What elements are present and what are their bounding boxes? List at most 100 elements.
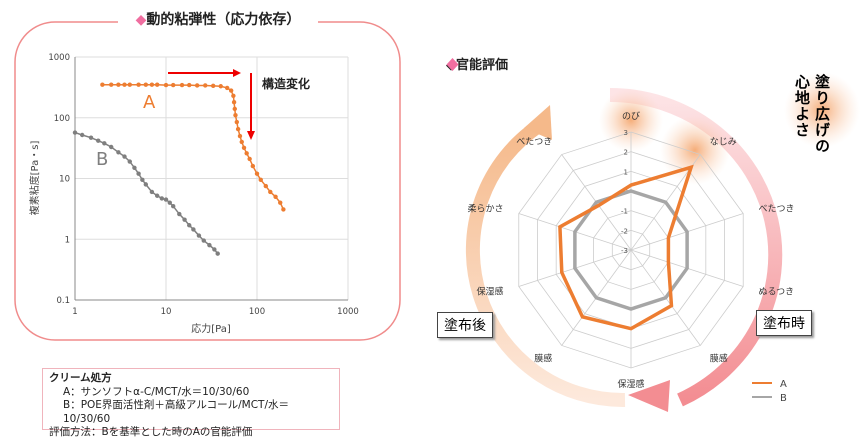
data-point-A [231,93,236,98]
data-point-B [140,177,145,183]
y-tick-label: 100 [54,114,70,124]
note-line-b: B：POE界面活性剤＋高級アルコール/MCT/水＝10/30/60 [63,399,289,425]
series-label-A: A [143,92,156,113]
radar-tick-label: 2 [624,149,628,157]
radar-category-label: ぬるつき [758,286,794,297]
data-point-B [96,138,101,143]
y-tick-label: 1000 [48,53,70,63]
legend-label-A: A [780,379,787,390]
data-point-B [102,141,107,146]
series-label-B: B [96,149,108,170]
data-point-A [109,82,114,87]
radar-category-label: 膜感 [534,352,552,364]
after-arrowhead [524,105,552,140]
data-point-B [187,223,192,228]
after-arc [465,119,626,408]
highlight-glow [660,115,730,185]
chart-title: ◆動的粘弾性（応力依存） [136,11,301,28]
data-point-A [237,133,243,139]
data-point-B [177,211,182,217]
data-point-B [122,154,127,159]
data-point-B [109,144,114,150]
data-point-B [212,247,217,252]
data-point-A [234,119,240,125]
data-point-A [224,85,230,91]
radar-category-label: 保湿感 [477,285,504,297]
highlight-glow [599,88,663,152]
data-point-B [196,233,202,238]
radar-tick-label: -3 [621,247,628,255]
data-point-A [254,171,260,176]
arrowhead-right [233,69,241,77]
data-point-B [80,132,85,138]
y-tick-label: 10 [59,175,70,185]
data-point-A [122,82,127,87]
data-point-A [100,82,105,87]
series-line-B [74,131,219,255]
radar-title: ◆官能評価 [446,57,508,73]
highlight-label: 塗り広げの心地よさ [793,74,831,154]
radar-tick-label: 3 [624,129,628,137]
data-point-B [163,197,169,202]
radar-category-label: 膜感 [710,352,728,364]
data-point-A [116,82,121,87]
data-point-A [244,151,249,156]
data-point-A [171,82,176,88]
y-tick-label: 0.1 [56,296,70,306]
highlight-glow [784,72,860,148]
data-point-A [281,207,286,212]
radar-tick-label: -2 [621,227,628,235]
viscoelastic-frame [14,21,401,341]
x-axis-label: 応力[Pa] [191,322,231,335]
data-point-B [132,165,137,171]
data-point-B [159,196,165,201]
data-point-A [233,113,238,118]
data-point-A [203,83,208,88]
radar-category-label: のび [622,111,640,122]
data-point-A [187,82,192,88]
data-point-A [127,82,132,87]
x-tick-label: 10 [161,307,172,317]
data-point-B [215,251,220,256]
radar-category-label: 保湿感 [617,378,644,390]
formula-note: クリーム処方 A：サンソフトα-C/MCT/水＝10/30/60 B：POE界面… [42,368,340,438]
x-tick-label: 1 [72,307,77,317]
data-point-B [207,242,212,248]
x-tick-label: 1000 [337,307,359,317]
legend-label-B: B [780,393,787,404]
data-point-B [154,193,160,198]
radar-series-A [558,164,694,331]
data-point-A [263,183,269,189]
data-point-A [241,145,247,151]
data-point-A [268,189,273,195]
data-point-B [182,217,187,222]
radar-title-diamond-icon [446,58,459,71]
label-during-application: 塗布時 [756,310,812,336]
annotation-structure-change: 構造変化 [262,76,310,91]
radar-category-label: なじみ [710,137,737,148]
note-heading: クリーム処方 [49,372,112,384]
data-point-A [154,82,160,87]
data-point-A [143,82,149,87]
data-point-B [88,135,94,140]
data-point-A [231,100,237,105]
series-line-A [102,83,285,210]
data-point-B [171,203,176,209]
data-point-B [201,238,206,243]
arrowhead-down [247,131,255,140]
data-point-A [218,84,223,89]
label-after-application: 塗布後 [437,312,493,338]
during-arrowhead [628,380,670,412]
title-backdrop [118,6,318,30]
data-point-A [273,194,278,199]
during-arc [609,87,783,407]
data-point-A [228,88,234,93]
data-point-A [179,82,185,88]
data-point-B [191,227,196,232]
radar-tick-label: -1 [621,208,628,216]
data-point-A [235,126,241,132]
radar-category-label: べたつき [758,204,794,215]
radar-series-B [573,189,689,311]
radar-category-label: べたつき [516,137,552,148]
